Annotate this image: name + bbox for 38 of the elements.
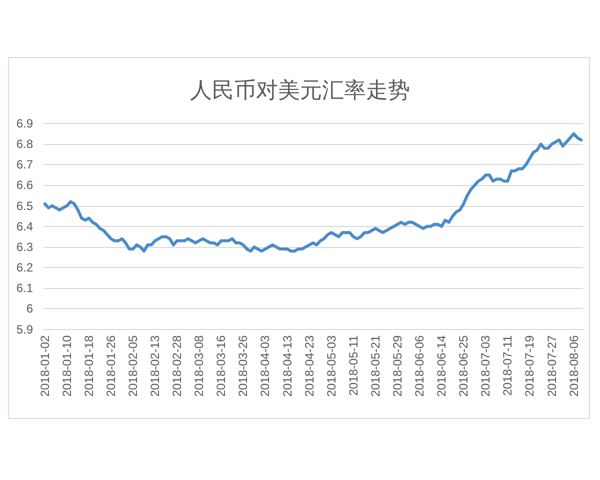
- x-tick-label: 2018-05-29: [390, 334, 404, 397]
- x-tick-label: 2018-05-21: [368, 334, 382, 397]
- y-tick-label: 6.9: [16, 116, 34, 130]
- x-tick-label: 2018-03-08: [192, 334, 206, 397]
- x-tick-label: 2018-07-19: [522, 334, 537, 397]
- x-tick-label: 2018-01-18: [82, 334, 96, 397]
- x-tick-label: 2018-01-10: [60, 334, 74, 397]
- x-tick-label: 2018-07-03: [478, 334, 493, 397]
- y-tick-label: 6.5: [16, 198, 34, 213]
- chart-title: 人民币对美元汇率走势: [190, 78, 410, 102]
- x-tick-label: 2018-03-16: [214, 334, 228, 397]
- y-tick-label: 6.6: [16, 178, 34, 192]
- x-tick-label: 2018-03-26: [236, 334, 250, 397]
- line-series: [43, 132, 583, 253]
- y-tick-label: 6.7: [16, 158, 34, 172]
- x-tick-label: 2018-04-23: [302, 334, 316, 397]
- x-tick-label: 2018-04-13: [280, 334, 294, 397]
- x-tick-label: 2018-08-06: [566, 334, 581, 397]
- x-tick-label: 2018-07-27: [544, 334, 559, 397]
- x-tick-label: 2018-07-11: [500, 334, 515, 396]
- y-tick-label: 6.2: [16, 260, 34, 275]
- x-tick-label: 2018-06-06: [412, 334, 427, 397]
- y-tick-label: 5.9: [16, 322, 34, 336]
- x-tick-label: 2018-06-14: [434, 334, 449, 397]
- y-tick-label: 6.3: [16, 240, 34, 254]
- x-tick-label: 2018-05-11: [346, 334, 360, 396]
- x-tick-label: 2018-04-03: [258, 334, 272, 397]
- y-tick-label: 6.4: [16, 219, 34, 234]
- x-tick-label: 2018-06-25: [456, 334, 471, 397]
- x-tick-label: 2018-02-05: [126, 334, 140, 397]
- x-tick-label: 2018-02-13: [148, 334, 162, 397]
- y-tick-label: 6: [26, 302, 34, 316]
- y-tick-label: 6.8: [16, 137, 34, 152]
- x-tick-label: 2018-01-26: [104, 334, 118, 397]
- x-tick-label: 2018-01-02: [38, 334, 52, 397]
- x-tick-label: 2018-05-03: [324, 334, 338, 397]
- x-tick-label: 2018-02-28: [170, 334, 184, 397]
- y-tick-label: 6.1: [16, 281, 34, 296]
